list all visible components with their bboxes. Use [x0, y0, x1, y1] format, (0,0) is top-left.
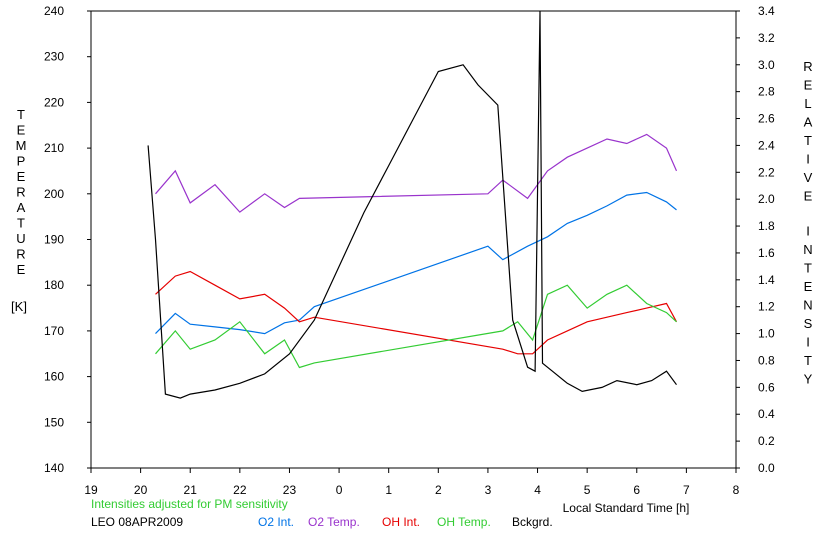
right-tick-label: 3.0: [758, 58, 775, 72]
x-tick-label: 6: [633, 483, 640, 497]
right-axis-title-letter: L: [804, 96, 811, 111]
right-tick-label: 2.8: [758, 85, 775, 99]
left-axis-title-letter: A: [17, 200, 26, 215]
legend-entry: OH Temp.: [437, 515, 491, 529]
left-axis-title-letter: E: [17, 262, 26, 277]
right-axis-title-letter: I: [806, 335, 810, 350]
left-tick-label: 210: [44, 141, 64, 155]
x-tick-label: 8: [733, 483, 740, 497]
left-axis-title-letter: P: [17, 154, 26, 169]
x-tick-label: 0: [336, 483, 343, 497]
right-tick-label: 3.2: [758, 31, 775, 45]
right-axis-ticks: 0.0 0.2 0.4 0.6 0.8 1.0 1.2 1.4 1.6 1.8 2.0 2.2 2.4 2…: [736, 4, 775, 475]
legend: O2 Int. O2 Temp. OH Int. OH Temp. Bckgrd.: [258, 515, 553, 529]
right-tick-label: 2.2: [758, 165, 775, 179]
left-axis-title-letter: M: [16, 138, 27, 153]
right-axis-title-letter: R: [803, 59, 812, 74]
legend-entry: OH Int.: [382, 515, 420, 529]
left-axis-title-letter: T: [17, 107, 25, 122]
right-axis-title-letter: S: [804, 316, 813, 331]
station-label: LEO 08APR2009: [91, 515, 183, 529]
left-axis-unit: [K]: [11, 299, 27, 314]
x-tick-label: 21: [184, 483, 198, 497]
left-axis-ticks: 140 150 160 170 180 190 200 210 220 230 240: [44, 4, 91, 475]
left-axis-title-letter: U: [16, 231, 25, 246]
x-tick-label: 19: [84, 483, 98, 497]
series-line-o2-int: [155, 191, 677, 335]
left-axis-title-letter: R: [16, 185, 25, 200]
right-axis-title-letter: A: [804, 115, 813, 130]
left-tick-label: 140: [44, 461, 64, 475]
right-axis-title-letter: T: [804, 353, 812, 368]
x-tick-label: 3: [485, 483, 492, 497]
right-axis-title-letter: E: [804, 189, 813, 204]
right-axis-title-letter: V: [804, 170, 813, 185]
right-tick-label: 2.6: [758, 112, 775, 126]
right-tick-label: 0.2: [758, 434, 775, 448]
note-text: Intensities adjusted for PM sensitivity: [91, 497, 288, 511]
right-tick-label: 0.4: [758, 407, 775, 421]
legend-entry: Bckgrd.: [512, 515, 553, 529]
left-axis-title-letter: E: [17, 169, 26, 184]
series-line-bckgrd: [147, 10, 677, 399]
left-axis-title-letter: R: [16, 247, 25, 262]
x-tick-label: 7: [683, 483, 690, 497]
left-tick-label: 180: [44, 278, 64, 292]
right-tick-label: 0.8: [758, 353, 775, 367]
right-tick-label: 1.6: [758, 246, 775, 260]
left-axis-title-letter: T: [17, 216, 25, 231]
x-tick-label: 1: [385, 483, 392, 497]
x-tick-label: 5: [584, 483, 591, 497]
x-tick-label: 23: [283, 483, 297, 497]
x-tick-label: 4: [534, 483, 541, 497]
right-tick-label: 2.0: [758, 192, 775, 206]
right-axis-title-letter: E: [804, 78, 813, 93]
left-tick-label: 170: [44, 324, 64, 338]
right-axis-title-letter: I: [806, 224, 810, 239]
right-axis-title-letter: I: [806, 152, 810, 167]
right-axis-title-letter: N: [803, 298, 812, 313]
legend-entry: O2 Temp.: [308, 515, 360, 529]
series-lines: [147, 10, 678, 399]
left-tick-label: 200: [44, 187, 64, 201]
x-tick-label: 2: [435, 483, 442, 497]
left-axis-title-letter: E: [17, 123, 26, 138]
legend-entry: O2 Int.: [258, 515, 294, 529]
x-axis-ticks: 19 20 21 22 23 0 1 2 3 4 5 6 7 8: [84, 468, 740, 497]
right-tick-label: 1.0: [758, 327, 775, 341]
right-axis-title-letter: T: [804, 133, 812, 148]
right-tick-label: 2.4: [758, 138, 775, 152]
plot-frame: [90, 10, 737, 469]
x-tick-label: 20: [134, 483, 148, 497]
left-tick-label: 240: [44, 4, 64, 18]
right-tick-label: 1.4: [758, 273, 775, 287]
right-tick-label: 0.0: [758, 461, 775, 475]
left-tick-label: 220: [44, 95, 64, 109]
right-axis-title-letter: N: [803, 242, 812, 257]
x-axis-label: Local Standard Time [h]: [563, 501, 690, 515]
right-axis-title-letter: T: [804, 261, 812, 276]
right-tick-label: 3.4: [758, 4, 775, 18]
left-tick-label: 190: [44, 233, 64, 247]
series-line-oh-int: [155, 270, 678, 355]
series-line-o2-temp: [155, 133, 678, 213]
left-tick-label: 150: [44, 415, 64, 429]
right-tick-label: 1.8: [758, 219, 775, 233]
right-tick-label: 0.6: [758, 380, 775, 394]
right-tick-label: 1.2: [758, 300, 775, 314]
right-axis-title-letter: Y: [804, 372, 813, 387]
series-line-oh-temp: [155, 284, 677, 369]
left-tick-label: 160: [44, 370, 64, 384]
left-tick-label: 230: [44, 50, 64, 64]
x-tick-label: 22: [233, 483, 247, 497]
right-axis-title-letter: E: [804, 279, 813, 294]
